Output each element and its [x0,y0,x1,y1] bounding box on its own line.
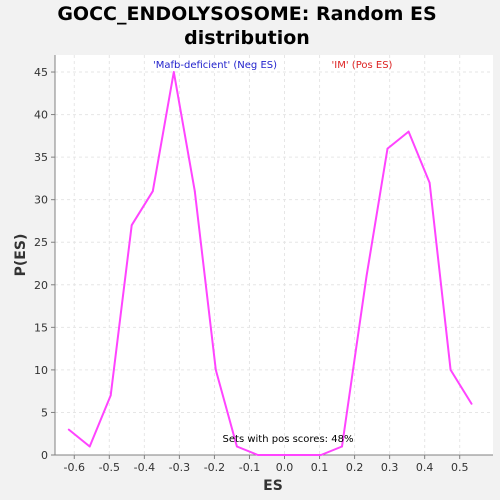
data-point [470,403,473,405]
x-tick-label: 0.4 [416,461,434,474]
series-group [67,71,473,456]
data-point [407,130,410,133]
neg-es-label: 'Mafb-deficient' (Neg ES) [153,60,277,71]
y-tick-label: 35 [34,151,48,164]
data-point [428,181,431,184]
data-point [151,190,154,193]
y-tick-label: 20 [34,279,48,292]
chart-title-line-1: GOCC_ENDOLYSOSOME: Random ES [57,3,436,25]
y-tick-label: 0 [41,449,48,462]
data-point [130,224,133,227]
data-point [88,445,91,448]
data-point [67,428,70,431]
x-tick-label: 0.5 [451,461,469,474]
x-tick-label: -0.3 [169,461,190,474]
x-tick-label: 0.0 [276,461,294,474]
data-point [193,190,196,193]
pos-score-annotation: Sets with pos scores: 48% [223,434,354,445]
y-tick-label: 45 [34,66,48,79]
data-point [256,454,259,456]
x-tick-label: -0.6 [64,461,85,474]
x-tick-label: 0.2 [346,461,364,474]
tick-labels: -0.6 -0.5 -0.4 -0.3 -0.2 -0.1 0.0 0.1 0.2 0.3 0.4 0… [34,66,468,474]
x-tick-label: -0.5 [99,461,120,474]
y-tick-label: 40 [34,109,48,122]
x-tick-label: -0.1 [239,461,260,474]
data-point [341,445,343,448]
data-point [449,368,452,371]
data-point [235,445,238,448]
pos-es-label: 'IM' (Pos ES) [332,60,393,71]
x-axis-label: ES [263,478,283,494]
data-point [278,454,280,456]
x-tick-label: -0.4 [134,461,155,474]
y-tick-label: 5 [41,406,48,419]
series-line [68,71,473,456]
y-tick-label: 25 [34,236,48,249]
data-point [299,454,301,456]
data-point [214,368,217,371]
data-point [365,275,368,278]
data-point [386,147,389,150]
y-tick-label: 10 [34,364,48,377]
data-point [320,454,322,456]
chart-title-line-2: distribution [184,27,310,49]
data-point [172,71,175,73]
data-point [109,394,112,397]
x-tick-label: 0.1 [311,461,329,474]
y-tick-label: 15 [34,321,48,334]
y-tick-label: 30 [34,194,48,207]
x-tick-label: -0.2 [204,461,225,474]
y-axis-label: P(ES) [13,234,29,277]
x-tick-label: 0.3 [381,461,399,474]
